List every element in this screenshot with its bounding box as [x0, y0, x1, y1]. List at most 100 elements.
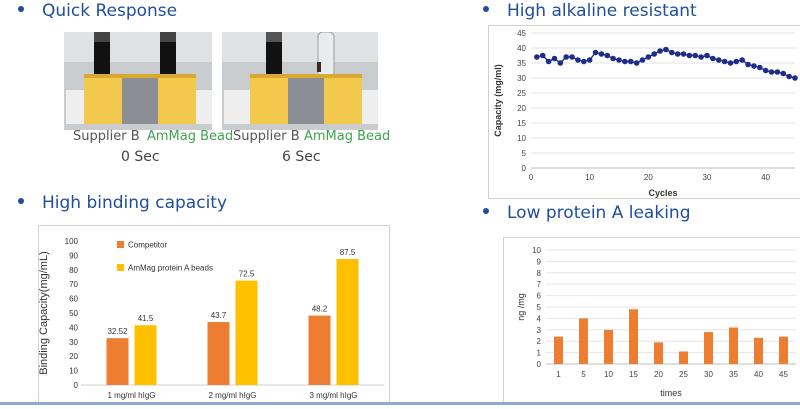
- y-tick-label: 90: [69, 251, 78, 260]
- leak-bar: [679, 351, 688, 364]
- y-tick-label: 0: [522, 164, 527, 173]
- category-label: 1 mg/ml hIgG: [107, 391, 155, 400]
- photo1-time: 6 Sec: [282, 149, 321, 165]
- bar-value-label: 48.2: [312, 305, 328, 314]
- capacity-data-point: [739, 57, 745, 63]
- leak-bar: [579, 318, 588, 364]
- capacity-data-point: [581, 58, 587, 65]
- y-tick-label: 9: [537, 257, 542, 266]
- photo1-left-label: Supplier B: [233, 129, 300, 144]
- capacity-data-point: [757, 64, 763, 71]
- binding-capacity-heading: High binding capacity: [18, 193, 227, 213]
- bar-value-label: 72.5: [239, 270, 255, 279]
- x-tick-label: 30: [704, 370, 713, 379]
- category-label: 2 mg/ml hIgG: [208, 391, 256, 400]
- capacity-data-point: [563, 54, 569, 60]
- bar-value-label: 87.5: [340, 248, 356, 257]
- capacity-data-point: [645, 54, 652, 60]
- x-tick-label: 5: [581, 370, 586, 379]
- alkaline-chart-panel: 0 5 10 15 20 25 30 35 40 45 0 10 20 30 40 Cycles Capacit…: [488, 25, 800, 199]
- capacity-data-point: [610, 55, 616, 62]
- y-tick-label: 20: [69, 352, 78, 361]
- x-axis-label: times: [660, 388, 682, 398]
- capacity-data-point: [698, 54, 704, 60]
- binding-bar-chart: 0 10 20 30 40 50 60 70 80 90 100 Binding Capacity(m…: [38, 237, 384, 400]
- category-label: 3 mg/ml hIgG: [309, 391, 357, 400]
- capacity-data-point: [534, 54, 540, 60]
- capacity-data-point: [774, 69, 781, 75]
- y-tick-label: 10: [532, 246, 541, 255]
- x-tick-label: 25: [679, 370, 688, 379]
- y-axis-label: Binding Capacity(mg/mL): [39, 251, 50, 375]
- leak-bar: [554, 336, 563, 364]
- x-tick-label: 1: [556, 370, 561, 379]
- alkaline-heading: High alkaline resistant: [483, 1, 697, 21]
- leak-bar: [604, 329, 613, 364]
- y-tick-label: 4: [537, 314, 542, 323]
- capacity-data-point: [733, 58, 740, 65]
- legend-swatch: [117, 241, 124, 248]
- y-tick-label: 8: [537, 269, 542, 278]
- capacity-data-point: [616, 57, 622, 63]
- legend-label: AmMag protein A beads: [128, 264, 213, 273]
- x-tick-label: 0: [529, 173, 534, 182]
- photo0-left-label: Supplier B: [73, 129, 140, 144]
- capacity-data-point: [539, 52, 546, 59]
- magnet-photo-6sec: [222, 32, 378, 130]
- y-tick-label: 50: [69, 309, 78, 318]
- y-tick-label: 100: [65, 237, 79, 246]
- capacity-data-point: [545, 58, 552, 65]
- y-tick-label: 0: [537, 360, 542, 369]
- capacity-data-point: [575, 57, 581, 63]
- capacity-data-point: [551, 55, 558, 62]
- bar-competitor: [106, 338, 129, 385]
- capacity-data-point: [663, 46, 669, 53]
- x-tick-label: 30: [703, 173, 712, 182]
- bar-value-label: 32.52: [107, 327, 128, 336]
- bar-ammag: [235, 280, 258, 385]
- capacity-data-point: [639, 57, 646, 63]
- photo0-time: 0 Sec: [121, 149, 160, 165]
- y-tick-label: 5: [522, 149, 527, 158]
- x-tick-label: 15: [629, 370, 638, 379]
- leak-bar: [754, 337, 763, 364]
- y-tick-label: 2: [537, 337, 542, 346]
- y-tick-label: 10: [517, 134, 526, 143]
- capacity-data-point: [592, 49, 599, 56]
- capacity-data-point: [792, 75, 798, 81]
- x-tick-label: 40: [754, 370, 763, 379]
- capacity-data-point: [692, 52, 699, 59]
- y-tick-label: 10: [69, 367, 78, 376]
- leak-bar: [629, 309, 638, 364]
- y-tick-label: 25: [517, 89, 526, 98]
- bullet-icon: [18, 6, 24, 12]
- y-tick-label: 15: [517, 119, 526, 128]
- capacity-data-point: [745, 61, 751, 68]
- y-tick-label: 60: [69, 295, 78, 304]
- legend-label: Competitor: [128, 241, 167, 250]
- capacity-data-point: [622, 58, 628, 65]
- y-tick-label: 20: [517, 104, 526, 113]
- y-tick-label: 3: [537, 326, 542, 335]
- bar-ammag: [336, 259, 359, 385]
- y-tick-label: 70: [69, 280, 78, 289]
- leak-bar: [729, 327, 738, 364]
- y-tick-label: 1: [537, 349, 542, 358]
- quick-response-heading: Quick Response: [18, 1, 177, 21]
- binding-chart-panel: 0 10 20 30 40 50 60 70 80 90 100 Binding Capacity(m…: [38, 225, 390, 405]
- leak-bar: [704, 332, 713, 364]
- y-tick-label: 30: [517, 74, 526, 83]
- capacity-data-point: [751, 63, 757, 69]
- capacity-data-point: [586, 57, 593, 63]
- capacity-data-point: [786, 73, 792, 80]
- y-axis-label: ng /mg: [516, 293, 526, 321]
- bullet-icon: [483, 6, 489, 12]
- bullet-icon: [18, 198, 24, 204]
- y-tick-label: 6: [537, 292, 542, 301]
- bullet-icon: [483, 208, 489, 214]
- magnet-photo-0sec: [64, 32, 212, 130]
- leak-bar: [654, 342, 663, 364]
- capacity-series-line: [536, 48, 796, 79]
- capacity-data-point: [557, 60, 564, 66]
- y-tick-label: 35: [517, 59, 526, 68]
